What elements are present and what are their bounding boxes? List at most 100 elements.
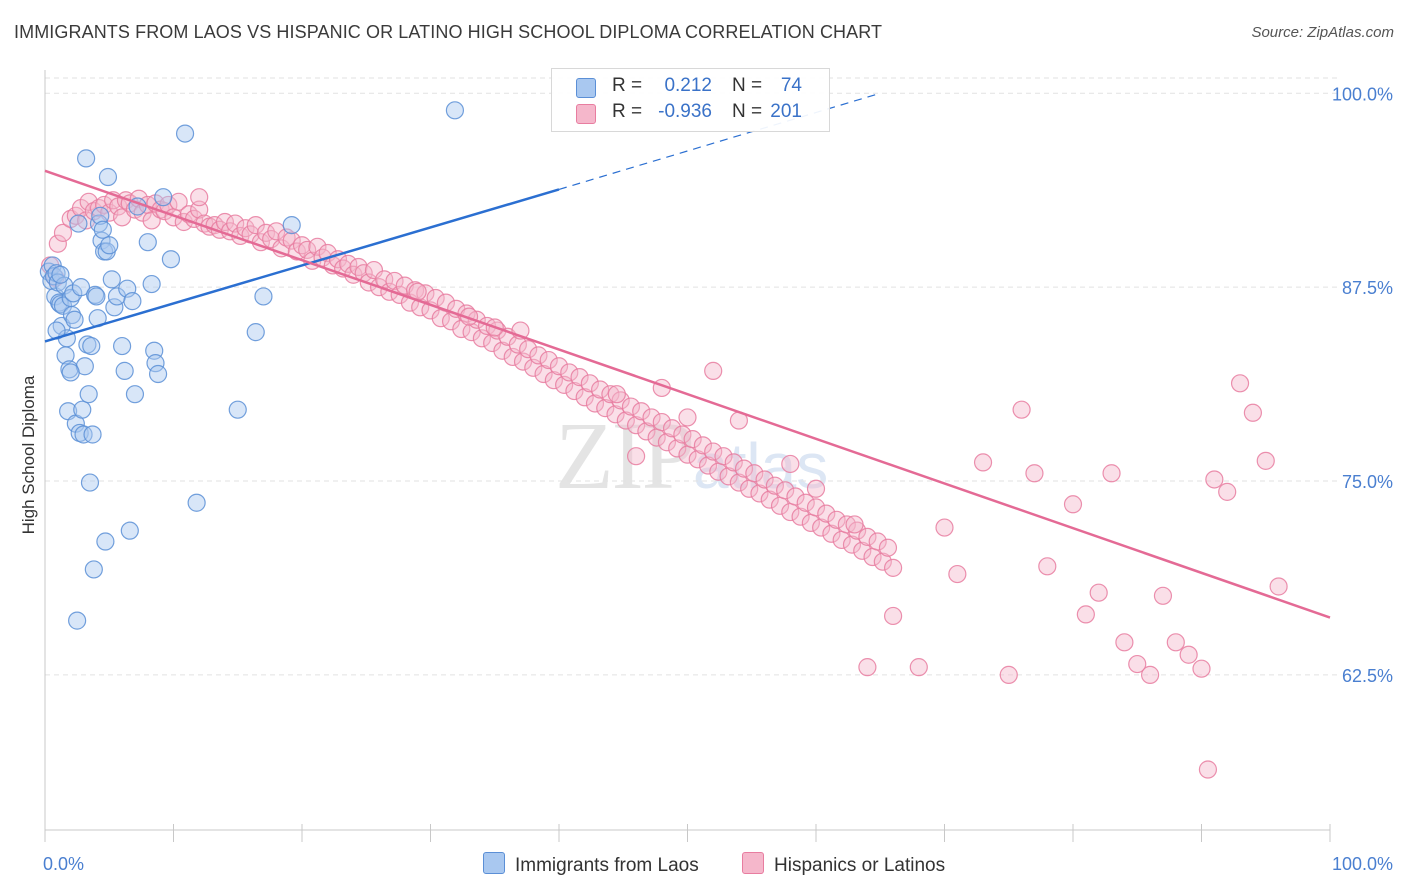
bottom-legend-laos: Immigrants from Laos [483,852,699,877]
legend-row-laos: R = 0.212 N = 74 [552,75,829,101]
y-tick-label: 62.5% [1342,666,1393,686]
hispanic-point [817,504,836,523]
laos-point [105,298,124,317]
hispanic-point [673,425,692,444]
hispanic-point [1115,633,1134,652]
hispanic-point [827,510,846,529]
hispanic-point [1153,586,1173,605]
hispanic-point [858,658,877,677]
bottom-legend-label-laos: Immigrants from Laos [515,855,699,876]
hispanic-point [626,447,646,466]
hispanic-point [1256,451,1275,470]
hispanic-point [688,450,707,469]
series-hispanics-points [41,188,1288,779]
hispanic-point [657,433,677,452]
hispanic-point [935,518,954,537]
chart-title: IMMIGRANTS FROM LAOS VS HISPANIC OR LATI… [14,22,883,42]
hispanic-point [89,198,109,218]
hispanic-point [1102,464,1121,483]
hispanic-point [632,402,651,421]
hispanic-point [698,456,718,475]
hispanic-point [683,430,702,449]
hispanic-point [791,507,810,526]
hispanic-point [570,368,589,387]
laos-point [254,287,273,306]
hispanic-point [601,385,620,404]
laos-point [112,336,132,356]
trend-lines [44,92,1331,619]
legend-r-value: 0.212 [664,75,712,96]
grid-lines [45,77,1338,676]
laos-point [154,188,173,207]
hispanic-point [1012,400,1031,419]
laos-point [82,336,101,356]
hispanic-point [560,363,579,382]
hispanic-point [668,439,687,458]
hispanic-point [190,188,209,207]
hispanic-point [477,316,497,336]
hispanic-point [1198,760,1218,779]
laos-point [93,220,112,239]
hispanic-point [734,459,754,478]
laos-point [246,323,265,342]
y-axis-label: High School Diploma [19,375,38,534]
laos-point [123,292,142,311]
hispanic-point [729,473,749,492]
hispanic-point [565,381,584,401]
tick-labels: 62.5% 75.0% 87.5% 100.0% 0.0% 100.0% [43,84,1393,874]
hispanic-point [719,467,738,486]
laos-point [83,425,102,444]
laos-point [120,521,139,540]
hispanic-point [591,380,610,399]
hispanic-point [760,490,779,509]
laos-point [146,354,165,373]
hispanic-point [662,419,682,438]
hispanic-point [544,371,563,390]
hispanic-point [868,532,887,551]
hispanic-point [1063,495,1083,514]
laos-point [84,560,103,579]
hispanic-point [616,411,635,430]
hispanic-point [750,484,769,503]
hispanic-point [873,552,892,571]
x-tick-label: 0.0% [43,854,84,874]
correlation-legend: R = 0.212 N = 74 R = -0.936 N = 201 [551,68,830,132]
laos-point [80,473,100,492]
hispanic-point [298,240,317,260]
laos-point [102,270,121,289]
hispanic-point [1025,464,1044,483]
hispanic-point [493,341,512,360]
hispanic-point [765,476,784,495]
hispanic-point [948,564,967,584]
hispanic-point [190,200,209,219]
hispanic-point [858,527,877,546]
hispanic-point [842,535,862,554]
laos-point [79,385,98,404]
axes [44,70,1331,842]
laos-trend-line [44,188,560,343]
hispanic-point [1269,577,1288,596]
watermark-atlas: atlas [693,430,829,502]
chart-source: Source: ZipAtlas.com [1251,24,1394,41]
laos-point [77,149,96,168]
laos-point [96,532,115,551]
hispanic-point [704,442,723,461]
hispanic-point [796,493,815,512]
hispanic-point [776,481,795,500]
hispanic-point [1230,374,1250,393]
hispanic-point [519,340,538,359]
hispanic-point [973,453,993,472]
hispanic-point [678,408,697,427]
hispanic-point [267,222,286,241]
x-tick-label: 100.0% [1332,854,1393,874]
hispanic-point [607,385,626,404]
legend-r-value: -0.936 [658,101,712,122]
y-tick-label: 75.0% [1342,472,1393,492]
hispanic-point [786,487,805,506]
hispanic-point [626,416,646,435]
laos-point [148,364,168,384]
hispanic-point [385,271,404,291]
hispanic-point [878,538,898,557]
hispanic-point [621,397,641,416]
